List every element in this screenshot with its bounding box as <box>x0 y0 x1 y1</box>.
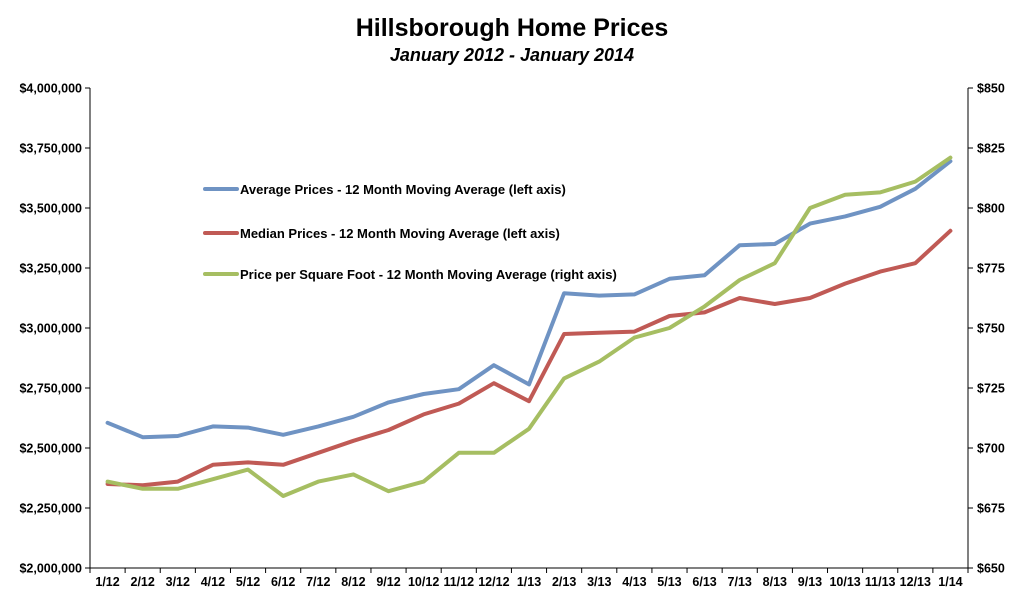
x-tick-label: 1/14 <box>938 575 962 589</box>
x-tick-label: 3/12 <box>166 575 190 589</box>
chart-subtitle: January 2012 - January 2014 <box>389 45 635 65</box>
right-tick-label: $725 <box>977 382 1005 396</box>
left-tick-label: $2,250,000 <box>19 502 82 516</box>
x-tick-label: 12/12 <box>478 575 509 589</box>
right-tick-label: $800 <box>977 202 1005 216</box>
right-tick-label: $850 <box>977 82 1005 96</box>
left-tick-label: $2,000,000 <box>19 562 82 576</box>
left-tick-label: $2,750,000 <box>19 382 82 396</box>
x-tick-label: 5/13 <box>657 575 681 589</box>
right-tick-label: $825 <box>977 142 1005 156</box>
x-tick-label: 6/12 <box>271 575 295 589</box>
left-tick-label: $2,500,000 <box>19 442 82 456</box>
x-tick-label: 10/12 <box>408 575 439 589</box>
series-line-3 <box>105 155 953 498</box>
left-tick-label: $3,000,000 <box>19 322 82 336</box>
x-tick-label: 4/13 <box>622 575 646 589</box>
x-tick-label: 11/13 <box>865 575 896 589</box>
legend-label-1: Average Prices - 12 Month Moving Average… <box>240 182 566 197</box>
axes <box>89 88 969 569</box>
x-tick-label: 7/13 <box>728 575 752 589</box>
legend: Average Prices - 12 Month Moving Average… <box>203 182 617 282</box>
x-tick-label: 9/12 <box>376 575 400 589</box>
x-tick-label: 6/13 <box>692 575 716 589</box>
left-tick-label: $4,000,000 <box>19 82 82 96</box>
left-axis-ticks: $2,000,000 $2,250,000 $2,500,000 $2,750,000… <box>19 82 90 576</box>
right-tick-label: $700 <box>977 442 1005 456</box>
right-tick-label: $675 <box>977 502 1005 516</box>
x-axis-ticks: 1/12 2/12 3/12 4/12 5/12 6/12 7/12 8/12 9/12 10/1… <box>89 568 969 589</box>
series-line-1 <box>105 159 953 440</box>
x-tick-label: 7/12 <box>306 575 330 589</box>
series-line-2 <box>105 228 953 488</box>
series-lines <box>105 155 953 498</box>
legend-label-2: Median Prices - 12 Month Moving Average … <box>240 226 560 241</box>
x-tick-label: 8/12 <box>341 575 365 589</box>
x-tick-label: 4/12 <box>201 575 225 589</box>
x-tick-label: 5/12 <box>236 575 260 589</box>
legend-label-3: Price per Square Foot - 12 Month Moving … <box>240 267 617 282</box>
x-tick-label: 9/13 <box>798 575 822 589</box>
x-tick-label: 1/13 <box>517 575 541 589</box>
x-tick-label: 2/12 <box>131 575 155 589</box>
x-tick-label: 2/13 <box>552 575 576 589</box>
x-tick-label: 8/13 <box>763 575 787 589</box>
right-tick-label: $775 <box>977 262 1005 276</box>
right-tick-label: $650 <box>977 562 1005 576</box>
left-tick-label: $3,750,000 <box>19 142 82 156</box>
x-tick-label: 10/13 <box>829 575 860 589</box>
x-tick-label: 1/12 <box>95 575 119 589</box>
chart-title: Hillsborough Home Prices <box>355 14 669 42</box>
x-tick-label: 11/12 <box>443 575 474 589</box>
x-tick-label: 12/13 <box>900 575 931 589</box>
left-tick-label: $3,500,000 <box>19 202 82 216</box>
left-tick-label: $3,250,000 <box>19 262 82 276</box>
right-tick-label: $750 <box>977 322 1005 336</box>
right-axis-ticks: $650 $675 $700 $725 $750 $775 $800 $825 $850 <box>968 82 1005 576</box>
x-tick-label: 3/13 <box>587 575 611 589</box>
